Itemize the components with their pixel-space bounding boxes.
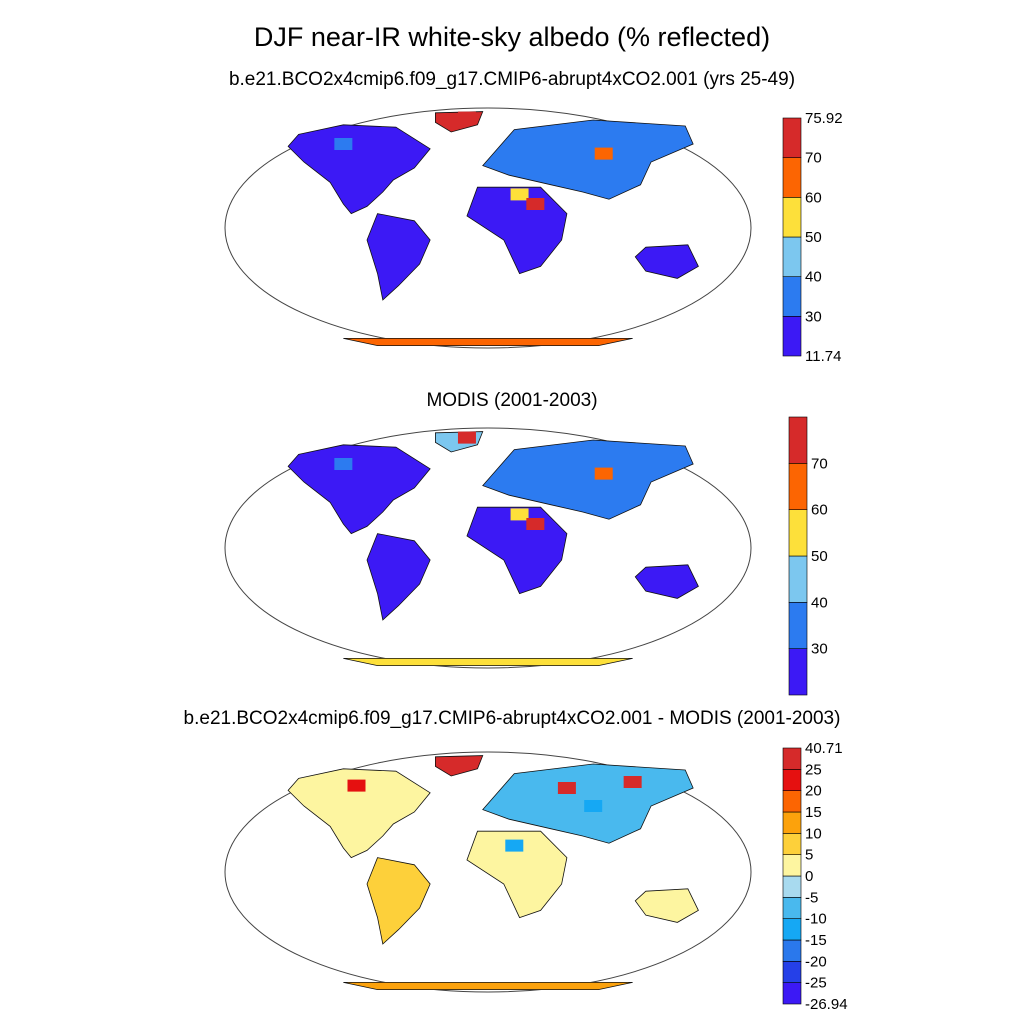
colorbar-segment — [788, 463, 808, 510]
colorbar-label: 70 — [805, 150, 822, 167]
colorbar-label: 50 — [805, 229, 822, 246]
map-patch — [510, 508, 529, 521]
colorbar-segment — [782, 316, 802, 357]
map-patch — [334, 458, 353, 470]
colorbar-segment — [782, 747, 802, 770]
colorbar-label: 50 — [811, 548, 828, 565]
map-patch — [347, 779, 366, 792]
colorbar-segment — [788, 648, 808, 696]
map-patch — [334, 138, 353, 150]
colorbar-label: 20 — [805, 783, 822, 800]
colorbar-segment — [782, 875, 802, 898]
colorbar-segment — [782, 790, 802, 813]
colorbar-segment — [782, 276, 802, 317]
colorbar-label: -20 — [805, 953, 827, 970]
map-patch — [584, 800, 603, 812]
continent-australia — [634, 888, 699, 923]
continent-eurasia — [482, 119, 694, 200]
colorbar-label: -15 — [805, 932, 827, 949]
colorbar-segment — [788, 555, 808, 603]
colorbar-segment — [782, 197, 802, 238]
colorbar-segment — [782, 854, 802, 877]
colorbar-label: -25 — [805, 975, 827, 992]
continent-australia — [634, 244, 699, 279]
colorbar-segment — [788, 416, 808, 464]
colorbar-label: 10 — [805, 825, 822, 842]
panel-3-title: b.e21.BCO2x4cmip6.f09_g17.CMIP6-abrupt4x… — [183, 708, 841, 729]
colorbar-segment — [782, 117, 802, 158]
colorbar-label: 60 — [805, 189, 822, 206]
continent-antarctica — [343, 981, 633, 991]
colorbar-segment — [782, 982, 802, 1005]
colorbar-label: 5 — [805, 847, 813, 864]
continent-northAmerica — [287, 768, 431, 859]
continent-antarctica — [343, 337, 633, 347]
map-patch — [557, 782, 576, 794]
continent-africa — [466, 830, 568, 919]
continent-northAmerica — [287, 124, 431, 215]
colorbar-label: 40 — [805, 269, 822, 286]
map-patch — [526, 518, 545, 530]
continent-southAmerica — [366, 857, 431, 945]
continent-antarctica — [343, 657, 633, 667]
colorbar-segment — [788, 509, 808, 557]
continent-northAmerica — [287, 444, 431, 535]
figure-title: DJF near-IR white-sky albedo (% reflecte… — [253, 22, 771, 52]
panel-2-svg: 30 40 50 60 70 — [224, 416, 828, 696]
map-patch — [505, 839, 524, 852]
map-patch — [510, 188, 529, 201]
colorbar-label: 70 — [811, 455, 828, 472]
map-patch — [623, 776, 642, 788]
colorbar-label: 30 — [805, 308, 822, 325]
panel-2-map: 30 40 50 60 70 — [0, 412, 1024, 697]
colorbar-label: 40.71 — [805, 740, 843, 757]
panel-2-title: MODIS (2001-2003) — [426, 390, 598, 411]
colorbar-label: -5 — [805, 889, 818, 906]
colorbar-label: 60 — [811, 502, 828, 519]
colorbar-label: 11.74 — [805, 348, 841, 365]
panel-1-map: 11.74 30 40 50 60 70 75.92 — [0, 107, 1024, 370]
colorbar-label: 15 — [805, 804, 822, 821]
map-patch — [457, 431, 476, 444]
continent-australia — [634, 564, 699, 599]
colorbar-segment — [782, 811, 802, 834]
colorbar-segment — [782, 833, 802, 855]
colorbar-label: -26.94 — [805, 996, 848, 1013]
map-patch — [457, 111, 476, 124]
colorbar-segment — [782, 918, 802, 941]
map-patch — [526, 198, 545, 210]
continent-eurasia — [482, 439, 694, 520]
colorbar-segment — [782, 897, 802, 919]
colorbar-segment — [782, 769, 802, 791]
colorbar-label: 0 — [805, 868, 813, 885]
colorbar-segment — [788, 602, 808, 649]
continent-southAmerica — [366, 213, 431, 301]
colorbar-label: 75.92 — [805, 110, 843, 127]
colorbar-label: 30 — [811, 641, 828, 658]
colorbar-label: 25 — [805, 761, 822, 778]
panel-3-map: -26.94 -25 -20 -15 -10 -5 0 5 10 15 20 25 40.71 — [0, 740, 1024, 1020]
colorbar-segment — [782, 236, 802, 277]
map-patch — [594, 147, 613, 160]
colorbar-label: -10 — [805, 911, 827, 928]
continent-greenland — [434, 755, 484, 777]
colorbar-segment — [782, 961, 802, 983]
colorbar-segment — [782, 157, 802, 198]
panel-3-svg: -26.94 -25 -20 -15 -10 -5 0 5 10 15 20 25 40.71 — [224, 740, 848, 1013]
continent-southAmerica — [366, 533, 431, 621]
colorbar-label: 40 — [811, 594, 828, 611]
panel-1-svg: 11.74 30 40 50 60 70 75.92 — [224, 107, 843, 365]
map-patch — [594, 467, 613, 480]
colorbar-segment — [782, 939, 802, 962]
panel-1-title: b.e21.BCO2x4cmip6.f09_g17.CMIP6-abrupt4x… — [228, 69, 796, 90]
